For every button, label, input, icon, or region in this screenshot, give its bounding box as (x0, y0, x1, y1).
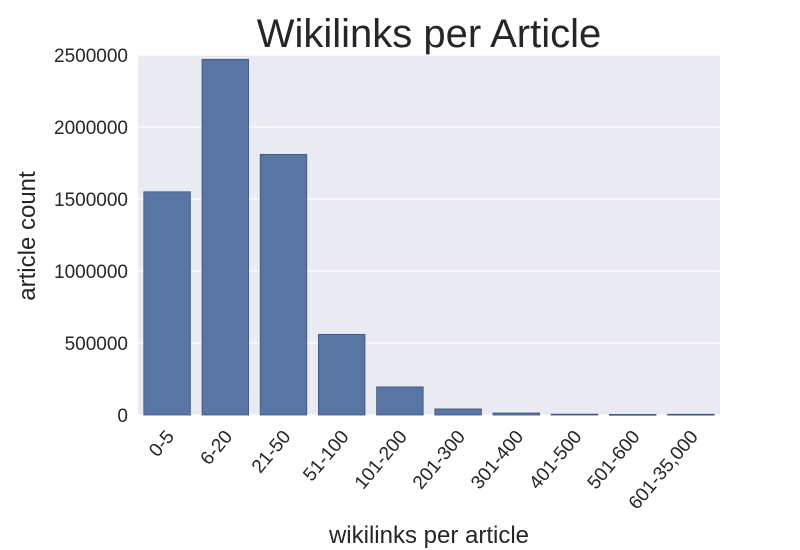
x-tick-label: 301-400 (467, 427, 528, 494)
x-axis-label: wikilinks per article (328, 522, 529, 549)
y-axis-ticks: 0 500000 1000000 1500000 2000000 2500000 (54, 46, 128, 427)
x-tick-label: 51-100 (299, 427, 353, 486)
x-tick-label: 401-500 (525, 427, 586, 494)
bar-601-35,000 (667, 413, 715, 416)
x-tick-label: 201-300 (409, 427, 470, 494)
bar-401-500 (550, 413, 599, 416)
y-tick-label: 0 (117, 406, 128, 427)
x-tick-label: 101-200 (351, 427, 412, 494)
bar-201-300 (434, 408, 482, 416)
x-tick-label: 6-20 (197, 427, 238, 470)
bar-301-400 (492, 412, 540, 416)
x-axis-ticks: 0-5 6-20 21-50 51-100101-200201-300301-4004… (145, 427, 703, 514)
y-tick-label: 500000 (65, 334, 128, 355)
bar-0-5 (143, 191, 191, 416)
x-tick-label: 501-600 (584, 427, 645, 494)
x-tick-label: 0-5 (145, 427, 179, 462)
bar-51-100 (318, 333, 366, 416)
x-tick-label: 21-50 (248, 427, 295, 478)
chart-title: Wikilinks per Article (257, 12, 602, 56)
y-tick-label: 1000000 (54, 262, 128, 283)
bar-21-50 (259, 153, 308, 416)
y-tick-label: 1500000 (54, 190, 128, 211)
bar-101-200 (376, 386, 424, 416)
bars (143, 58, 715, 416)
bar-501-600 (609, 414, 657, 416)
bar-6-20 (201, 58, 249, 416)
y-tick-label: 2000000 (54, 118, 128, 139)
y-axis-label: article count (14, 171, 41, 301)
y-tick-label: 2500000 (54, 46, 128, 67)
